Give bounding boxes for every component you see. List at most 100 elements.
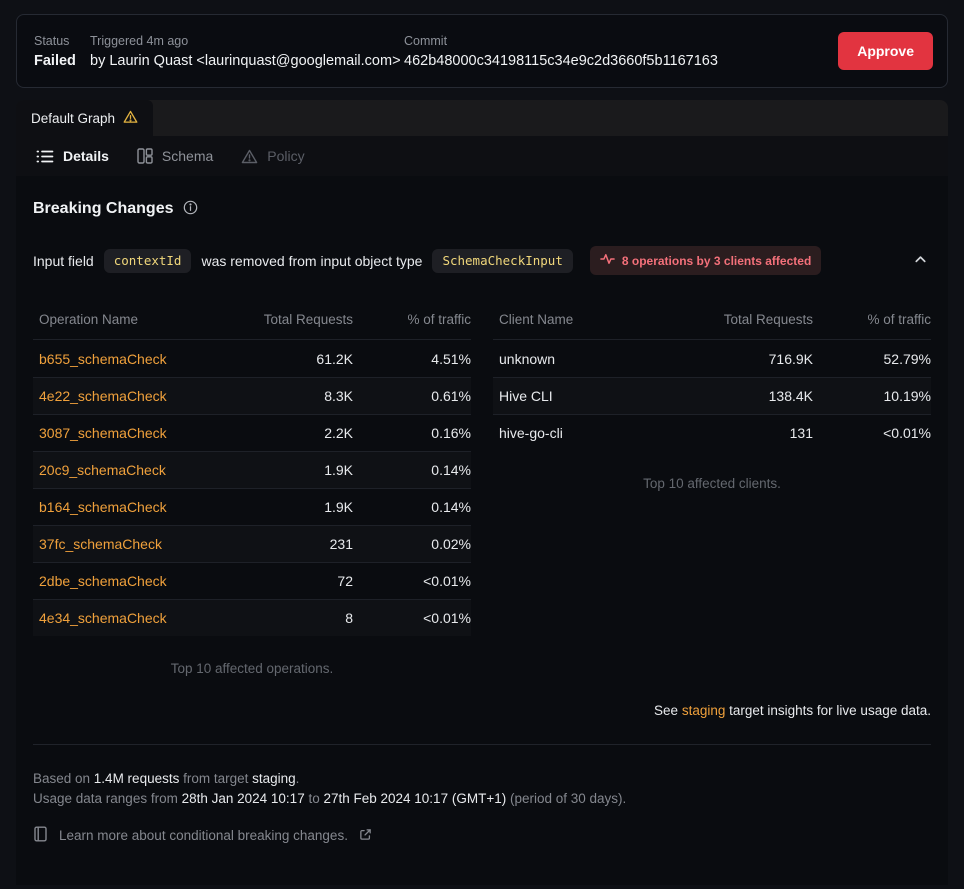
target-link[interactable]: staging	[681, 703, 726, 718]
total-requests-value: 2.2K	[324, 425, 353, 441]
traffic-percent-value: 52.79%	[883, 350, 931, 367]
affected-operations-badge[interactable]: 8 operations by 3 clients affected	[589, 246, 822, 275]
traffic-percent-value: <0.01%	[883, 425, 931, 441]
total-requests-value: 1.9K	[324, 499, 353, 515]
usage-footer: Based on 1.4M requests from target stagi…	[33, 769, 931, 809]
col-total-requests: Total Requests	[263, 312, 353, 327]
operation-link[interactable]: 3087_schemaCheck	[39, 425, 167, 441]
operation-link[interactable]: b655_schemaCheck	[39, 350, 167, 367]
warning-triangle-icon	[123, 110, 138, 127]
text-segment: from target	[179, 771, 253, 786]
traffic-percent-value: <0.01%	[423, 610, 471, 626]
commit-hash: 462b48000c34198115c34e9c2d3660f5b1167163	[404, 52, 718, 69]
learn-more-link[interactable]: Learn more about conditional breaking ch…	[33, 826, 931, 845]
list-icon	[36, 149, 54, 164]
operation-link[interactable]: 20c9_schemaCheck	[39, 462, 166, 478]
operations-table-body: b655_schemaCheck 61.2K 4.51% 4e22_schemaChe…	[33, 340, 471, 636]
operations-footnote: Top 10 affected operations.	[170, 661, 334, 676]
table-row: b655_schemaCheck 61.2K 4.51%	[33, 340, 471, 377]
footer-line-requests: Based on 1.4M requests from target stagi…	[33, 769, 931, 789]
schema-check-panel: Default Graph	[16, 100, 948, 885]
tab-default-graph[interactable]: Default Graph	[16, 100, 154, 136]
col-client-name: Client Name	[499, 312, 574, 327]
table-row: 20c9_schemaCheck 1.9K 0.14%	[33, 451, 471, 488]
graph-tab-strip: Default Graph	[16, 100, 948, 136]
total-requests-value: 61.2K	[316, 350, 353, 367]
tab-schema-label: Schema	[161, 148, 214, 164]
breaking-change-row: Input field contextId was removed from i…	[33, 246, 931, 275]
operations-table-header: Operation Name Total Requests % of traff…	[33, 300, 471, 340]
status-group: Status Failed	[34, 34, 90, 69]
total-requests-value: 72	[337, 573, 353, 589]
affected-badge-label: 8 operations by 3 clients affected	[621, 253, 812, 268]
tab-schema[interactable]: Schema	[137, 148, 213, 164]
info-icon[interactable]	[183, 200, 198, 218]
total-requests-value: 1.9K	[324, 462, 353, 478]
footer-divider	[33, 744, 931, 745]
external-link-icon	[359, 828, 372, 844]
text-segment: 1.4M requests	[93, 771, 180, 786]
graph-tab-label: Default Graph	[31, 110, 116, 126]
table-row: hive-go-cli 131 <0.01%	[493, 414, 931, 451]
col-traffic: % of traffic	[407, 312, 471, 327]
col-operation-name: Operation Name	[39, 312, 139, 327]
table-row: 4e22_schemaCheck 8.3K 0.61%	[33, 377, 471, 414]
text-segment: Based on	[33, 771, 94, 786]
operations-table: Operation Name Total Requests % of traff…	[33, 300, 471, 676]
traffic-percent-value: 0.14%	[431, 499, 471, 515]
table-row: Hive CLI 138.4K 10.19%	[493, 377, 931, 414]
operation-link[interactable]: 4e22_schemaCheck	[39, 388, 167, 404]
text-segment: Usage data ranges from	[33, 791, 182, 806]
text-segment: 28th Jan 2024 10:17	[181, 791, 305, 806]
change-middle: was removed from input object type	[201, 252, 423, 269]
clients-footnote: Top 10 affected clients.	[643, 476, 781, 491]
col-total-requests: Total Requests	[723, 312, 813, 327]
check-status-bar: Status Failed Triggered 4m ago by Laurin…	[16, 14, 948, 88]
total-requests-value: 138.4K	[768, 388, 813, 404]
client-name: hive-go-cli	[499, 425, 563, 441]
traffic-percent-value: 0.61%	[431, 388, 471, 404]
commit-group: Commit 462b48000c34198115c34e9c2d3660f5b…	[404, 34, 838, 69]
operation-link[interactable]: 4e34_schemaCheck	[39, 610, 167, 626]
insights-note: See staging target insights for live usa…	[33, 703, 931, 718]
client-name: unknown	[499, 350, 556, 367]
triggered-group: Triggered 4m ago by Laurin Quast <laurin…	[90, 34, 404, 69]
type-code-badge: SchemaCheckInput	[432, 248, 573, 273]
pulse-icon	[600, 252, 615, 269]
table-row: unknown 716.9K 52.79%	[493, 340, 931, 377]
tab-policy[interactable]: Policy	[241, 148, 305, 164]
collapse-change-button[interactable]	[911, 250, 930, 272]
approve-button[interactable]: Approve	[838, 32, 933, 70]
change-prefix: Input field	[33, 252, 94, 269]
traffic-percent-value: 0.02%	[431, 536, 471, 552]
status-label: Status	[34, 33, 70, 48]
text-segment: target insights for live usage data.	[725, 703, 931, 718]
traffic-percent-value: 4.51%	[431, 350, 471, 367]
triggered-label: Triggered 4m ago	[90, 33, 189, 48]
text-segment: to	[304, 791, 324, 806]
operation-link[interactable]: 2dbe_schemaCheck	[39, 573, 167, 589]
tab-details[interactable]: Details	[36, 148, 109, 164]
total-requests-value: 231	[329, 536, 353, 552]
traffic-percent-value: 0.14%	[431, 462, 471, 478]
details-content: Breaking Changes Input field contextId w…	[16, 176, 948, 885]
client-name: Hive CLI	[499, 388, 553, 404]
total-requests-value: 8.3K	[324, 388, 353, 404]
text-segment: staging	[252, 771, 296, 786]
commit-label: Commit	[404, 33, 448, 48]
traffic-percent-value: 0.16%	[431, 425, 471, 441]
triggered-by-value: by Laurin Quast <laurinquast@googlemail.…	[90, 52, 401, 69]
total-requests-value: 131	[789, 425, 813, 441]
breaking-changes-title: Breaking Changes	[33, 200, 174, 217]
text-segment: See	[654, 703, 682, 718]
total-requests-value: 716.9K	[768, 350, 813, 367]
traffic-percent-value: <0.01%	[423, 573, 471, 589]
tab-policy-label: Policy	[267, 148, 305, 164]
table-row: 37fc_schemaCheck 231 0.02%	[33, 525, 471, 562]
clients-table-body: unknown 716.9K 52.79% Hive CLI 138.4K 10.19% h…	[493, 340, 931, 451]
operation-link[interactable]: 37fc_schemaCheck	[39, 536, 162, 552]
operation-link[interactable]: b164_schemaCheck	[39, 499, 167, 515]
traffic-percent-value: 10.19%	[883, 388, 931, 404]
col-traffic: % of traffic	[867, 312, 931, 327]
learn-more-label: Learn more about conditional breaking ch…	[59, 828, 348, 843]
